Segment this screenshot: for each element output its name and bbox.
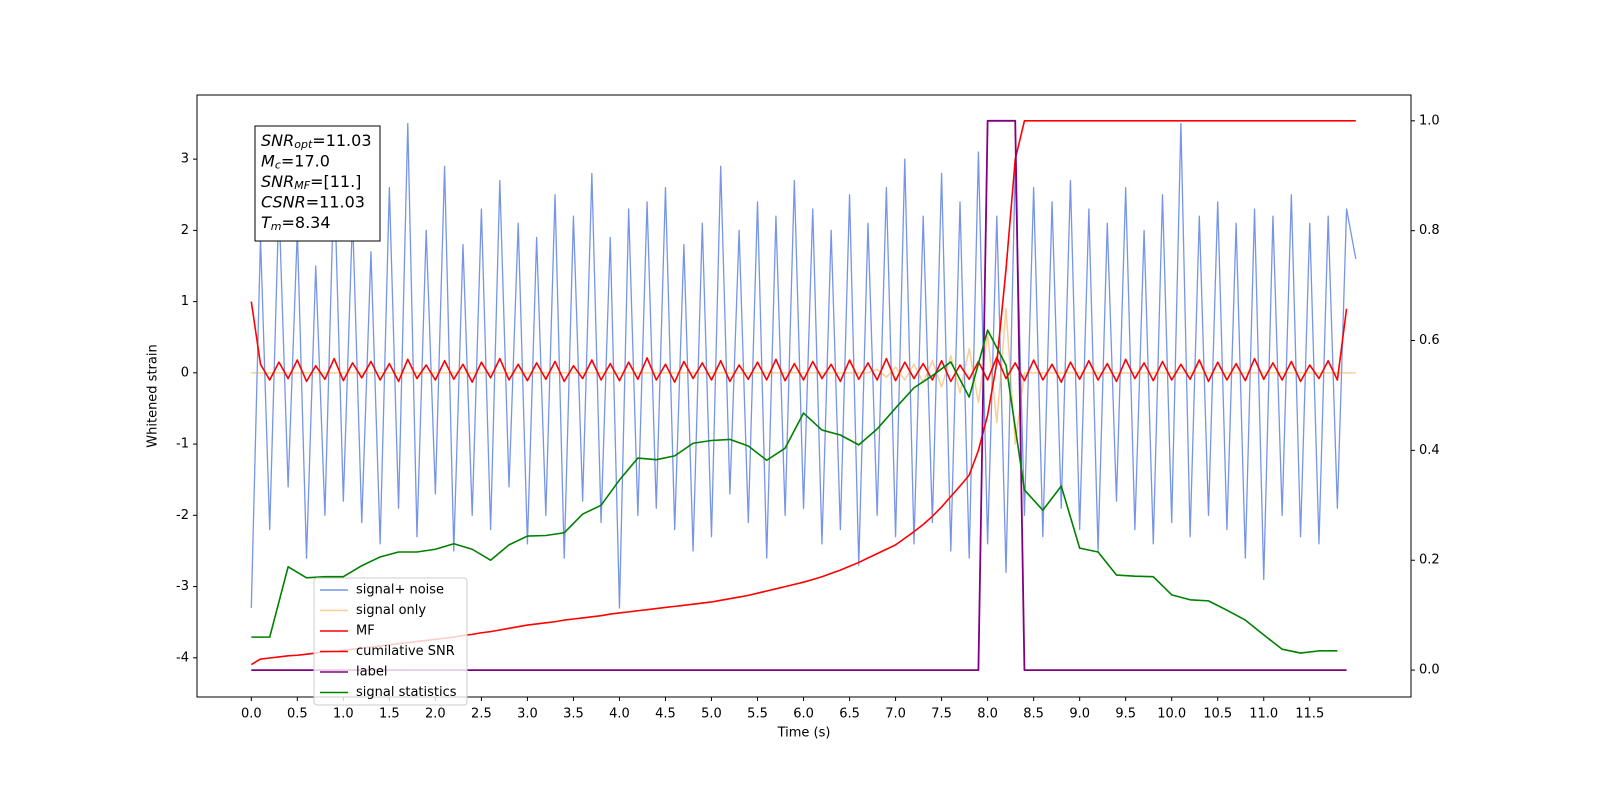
x-tick-label: 8.5 [1023,707,1044,722]
annotation: CSNR=11.03 [261,192,365,211]
x-tick-label: 10.5 [1203,707,1232,722]
x-tick-label: 7.5 [931,707,952,722]
legend-box [313,577,468,706]
y2-tick-label: 0.4 [1419,443,1440,458]
x-tick-label: 7.0 [885,707,906,722]
x-tick-label: 10.0 [1157,707,1186,722]
y2-tick-label: 0.8 [1419,223,1440,238]
annotation: SNRMF=[11.] [261,172,361,193]
x-tick-label: 4.0 [609,707,630,722]
annotation-subscript: c [275,159,281,172]
annotation-box [254,125,381,242]
series-line [250,301,1348,383]
annotation-value: =17.0 [281,151,330,170]
y2-tick-label: 0.0 [1419,663,1440,678]
x-tick-label: 11.0 [1249,707,1278,722]
annotation-subscript: MF [294,179,310,192]
x-tick-label: 9.0 [1069,707,1090,722]
legend-label: signal statistics [356,685,457,700]
x-tick-label: 3.5 [563,707,584,722]
y2-tick-label: 0.6 [1419,333,1440,348]
annotation: Mc=17.0 [261,151,330,172]
y-tick-label: 0 [181,365,189,380]
legend-label: MF [356,624,375,639]
annotation-value: =11.03 [306,192,365,211]
x-tick-label: 4.5 [655,707,676,722]
series-line [250,122,1357,609]
annotation-value: =8.34 [282,213,331,232]
y-tick-label: 1 [181,294,189,309]
series-line [251,307,1356,445]
legend-label: signal+ noise [356,583,444,598]
y-tick-label: -2 [176,508,189,523]
y-tick-label: -1 [176,437,189,452]
x-tick-label: 8.0 [977,707,998,722]
x-tick-label: 6.5 [839,707,860,722]
annotation-value: =11.03 [312,131,371,150]
x-tick-label: 1.5 [379,707,400,722]
x-tick-label: 2.5 [471,707,492,722]
annotation-symbol: M [261,151,275,170]
annotation-subscript: m [271,220,282,233]
x-tick-label: 11.5 [1295,707,1324,722]
annotation-symbol: SNR [261,131,294,150]
x-tick-label: 0.0 [241,707,262,722]
annotation-subscript: opt [294,138,313,151]
y-tick-label: 3 [181,152,189,167]
x-tick-label: 6.0 [793,707,814,722]
y-tick-label: -4 [176,650,189,665]
x-tick-label: 2.0 [425,707,446,722]
annotation: SNRopt=11.03 [261,131,372,152]
x-tick-label: 1.0 [333,707,354,722]
annotation-symbol: CSNR [261,192,306,211]
legend-label: label [356,665,387,680]
x-tick-label: 0.5 [287,707,308,722]
series-line [251,329,1338,654]
y2-tick-label: 0.2 [1419,553,1440,568]
y-axis-label: Whitened strain [146,344,161,447]
y2-tick-label: 1.0 [1419,113,1440,128]
x-tick-label: 5.0 [701,707,722,722]
x-tick-label: 5.5 [747,707,768,722]
annotation-value: =[11.] [310,172,361,191]
legend-label: signal only [356,603,426,618]
y-tick-label: -3 [176,579,189,594]
y-tick-label: 2 [181,223,189,238]
x-tick-label: 9.5 [1115,707,1136,722]
annotation: Tm=8.34 [261,213,331,234]
annotation-symbol: T [261,213,272,232]
annotation-symbol: SNR [261,172,294,191]
legend-label: cumilative SNR [356,644,455,659]
x-tick-label: 3.0 [517,707,538,722]
x-axis-label: Time (s) [777,726,831,741]
